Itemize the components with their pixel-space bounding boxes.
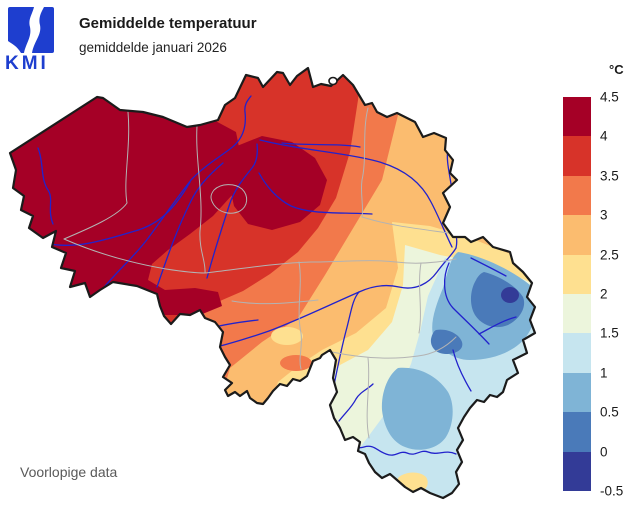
river-schelde-lower — [190, 95, 252, 181]
temperature-fill-layer — [10, 68, 535, 498]
river-maas-mid — [358, 247, 457, 293]
province-border-limburg-liege — [361, 216, 450, 234]
river-maas-south — [332, 291, 360, 391]
river-dender — [156, 162, 224, 288]
river-schelde-upper — [100, 179, 192, 292]
colorbar-band — [563, 333, 591, 373]
colorbar-tick-label: 4 — [600, 128, 608, 144]
river-zenne-dijle — [206, 143, 258, 279]
temperature-spot-hainaut-3-3.5 — [280, 355, 312, 371]
river-semois — [340, 443, 457, 456]
page-title: Gemiddelde temperatuur — [79, 15, 257, 32]
river-ourthe-upper — [452, 349, 472, 392]
colorbar-tick-label: -0.5 — [600, 483, 624, 499]
colorbar-unit-label: °C — [609, 62, 624, 77]
colorbar-band — [563, 412, 591, 452]
river-ijzer — [37, 147, 54, 225]
temperature-region-cold-spot-0-0.5 — [430, 329, 463, 354]
colorbar-band — [563, 97, 591, 137]
logo-text: KMI — [5, 53, 49, 74]
canal-kempen — [281, 142, 361, 148]
river-ourthe — [443, 262, 490, 345]
province-border-namur-luxembourg — [366, 357, 370, 439]
colorbar-tick-label: 1 — [600, 365, 608, 381]
colorbar-band — [563, 294, 591, 334]
colorbar-band — [563, 175, 591, 216]
temperature-region-east-cold-0-0.5 — [470, 272, 525, 328]
page-subtitle: gemiddelde januari 2026 — [79, 40, 227, 55]
colorbar-band — [563, 215, 591, 255]
province-border-east-flanders-antwerp — [196, 125, 206, 274]
kmi-logo-icon — [8, 7, 54, 53]
temperature-region-coldest--0.5-0 — [501, 287, 519, 303]
colorbar-tick-label: 1.5 — [600, 325, 619, 341]
province-border-antwerp-limburg — [360, 107, 369, 218]
river-leie — [44, 181, 191, 246]
colorbar-tick-label: 0.5 — [600, 404, 619, 420]
river-demer — [258, 172, 373, 215]
colorbar-band — [563, 451, 591, 491]
temperature-region-saint-hubert-0.5-1 — [381, 367, 453, 450]
colorbar-tick-label: 3.5 — [600, 168, 619, 184]
province-border-west-east-flanders — [63, 111, 130, 240]
river-vesdre — [470, 257, 507, 277]
colorbar — [563, 97, 591, 491]
colorbar-band — [563, 254, 591, 294]
baarle-enclave-dot — [328, 76, 338, 86]
province-border-language-line — [63, 238, 457, 274]
canal-albert — [259, 139, 453, 248]
colorbar-tick-label: 2.5 — [600, 247, 619, 263]
footer-note: Voorlopige data — [20, 464, 118, 480]
province-border-walloon-brabant-south — [231, 299, 319, 305]
province-borders-layer — [63, 107, 457, 439]
colorbar-band — [563, 372, 591, 413]
colorbar-tick-label: 4.5 — [600, 89, 619, 105]
logo-mark — [24, 7, 44, 53]
province-border-hainaut-namur — [298, 261, 302, 370]
colorbar-tick-label: 2 — [600, 286, 608, 302]
belgium-outline — [8, 66, 537, 500]
province-border-brussels-ring — [210, 184, 248, 214]
province-border-luxembourg-north — [331, 336, 457, 359]
colorbar-tick-label: 0 — [600, 444, 608, 460]
river-ambleve — [478, 316, 517, 335]
logo-mark-corner — [8, 41, 21, 53]
temperature-region-brabant-4-4.5 — [228, 136, 327, 230]
colorbar-band — [563, 136, 591, 176]
colorbar-tick-label: 3 — [600, 207, 608, 223]
temperature-spot-hainaut-2-2.5 — [271, 327, 303, 345]
province-border-namur-liege — [418, 262, 422, 334]
